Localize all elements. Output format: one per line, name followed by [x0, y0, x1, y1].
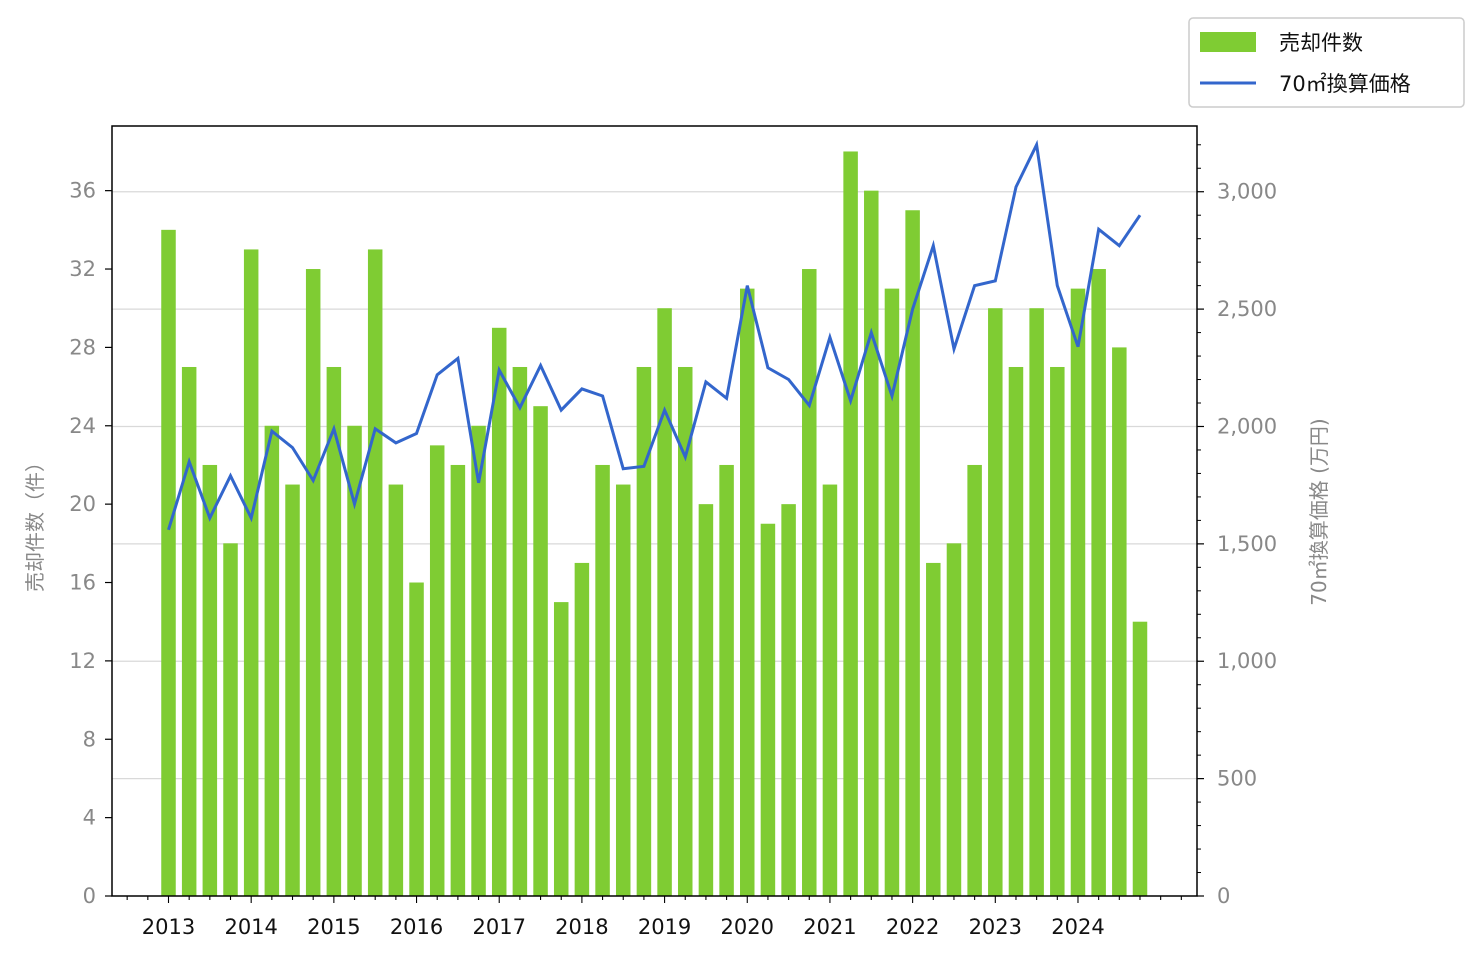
- bar: [615, 484, 631, 896]
- bar: [864, 190, 879, 896]
- x-tick-label: 2015: [307, 915, 360, 939]
- bar: [884, 288, 900, 897]
- bar: [223, 543, 238, 896]
- right-tick-label: 3,000: [1217, 180, 1277, 204]
- right-axis: 0 500 1,000 1,500 2,000 2,500 3,000: [1197, 144, 1277, 908]
- left-axis-label: 売却件数（件）: [23, 452, 47, 592]
- x-tick-label: 2017: [472, 915, 525, 939]
- plot-frame: [111, 125, 1198, 897]
- bar: [491, 327, 507, 896]
- left-tick-label: 0: [83, 884, 96, 908]
- bar: [553, 602, 569, 896]
- x-tick-label: 2019: [638, 915, 691, 939]
- x-tick-label: 2018: [555, 915, 608, 939]
- right-tick-label: 500: [1217, 767, 1257, 791]
- left-tick-label: 8: [83, 727, 96, 751]
- bar: [719, 464, 734, 896]
- left-tick-label: 24: [69, 414, 96, 438]
- price-line: [167, 139, 1142, 531]
- bar: [347, 425, 362, 896]
- bar: [202, 464, 218, 896]
- bar: [926, 562, 941, 896]
- left-axis: 0 4 8 12 16 20 24 28 32 36: [69, 179, 112, 908]
- x-tick-label: 2016: [390, 915, 443, 939]
- bar: [822, 484, 838, 896]
- bar: [367, 249, 383, 896]
- bar: [1091, 269, 1106, 897]
- bar: [305, 269, 321, 897]
- bar: [429, 445, 445, 896]
- bar: [264, 425, 280, 896]
- bars-series: [161, 151, 1148, 897]
- legend-box: [1188, 17, 1465, 108]
- bar: [450, 464, 466, 896]
- bar: [388, 484, 404, 896]
- x-tick-label: 2013: [142, 915, 195, 939]
- bar: [698, 504, 714, 896]
- left-tick-label: 20: [69, 492, 96, 516]
- x-tick-label: 2023: [969, 915, 1022, 939]
- bar: [905, 210, 920, 896]
- right-tick-label: 0: [1217, 884, 1230, 908]
- bar: [471, 425, 486, 896]
- bar: [967, 464, 982, 896]
- x-tick-label: 2021: [803, 915, 856, 939]
- bar: [1112, 347, 1127, 896]
- x-tick-label: 2014: [224, 915, 277, 939]
- bar: [946, 543, 962, 896]
- bar: [781, 504, 796, 896]
- bar: [988, 308, 1003, 896]
- left-tick-label: 12: [69, 649, 96, 673]
- bar: [181, 366, 197, 896]
- bar: [678, 366, 693, 896]
- bar: [657, 308, 672, 896]
- bar: [1070, 288, 1086, 897]
- bar: [326, 366, 342, 896]
- bar: [161, 229, 176, 897]
- bar: [1132, 621, 1148, 896]
- left-tick-label: 28: [69, 335, 96, 359]
- bar: [1050, 366, 1065, 896]
- left-tick-label: 16: [69, 571, 96, 595]
- bar: [740, 288, 755, 897]
- legend: 売却件数 70㎡換算価格: [1188, 17, 1465, 108]
- bar: [1029, 308, 1044, 896]
- bar: [843, 151, 858, 897]
- left-tick-label: 4: [83, 806, 96, 830]
- bar: [409, 582, 424, 896]
- bar: [512, 366, 528, 896]
- legend-line-label: 70㎡換算価格: [1279, 72, 1411, 96]
- bar: [243, 249, 259, 896]
- left-tick-label: 36: [69, 179, 96, 203]
- bar: [533, 406, 548, 896]
- left-tick-label: 32: [69, 257, 96, 281]
- bar: [1008, 366, 1024, 896]
- right-axis-label: 70㎡換算価格 (万円): [1307, 418, 1331, 605]
- legend-bar-label: 売却件数: [1279, 31, 1363, 55]
- right-tick-label: 1,000: [1217, 649, 1277, 673]
- right-tick-label: 2,500: [1217, 297, 1277, 321]
- x-tick-label: 2020: [721, 915, 774, 939]
- bar: [574, 562, 590, 896]
- bar: [595, 464, 610, 896]
- legend-bar-swatch: [1200, 32, 1256, 52]
- right-tick-label: 2,000: [1217, 414, 1277, 438]
- bar: [636, 366, 652, 896]
- x-tick-label: 2024: [1051, 915, 1104, 939]
- bar: [285, 484, 300, 896]
- right-tick-label: 1,500: [1217, 532, 1277, 556]
- bar: [802, 269, 817, 897]
- x-tick-label: 2022: [886, 915, 939, 939]
- x-axis: 2013 2014 2015 2016 2017 2018 2019 2020 2021 2022…: [126, 896, 1182, 939]
- bar: [760, 523, 776, 896]
